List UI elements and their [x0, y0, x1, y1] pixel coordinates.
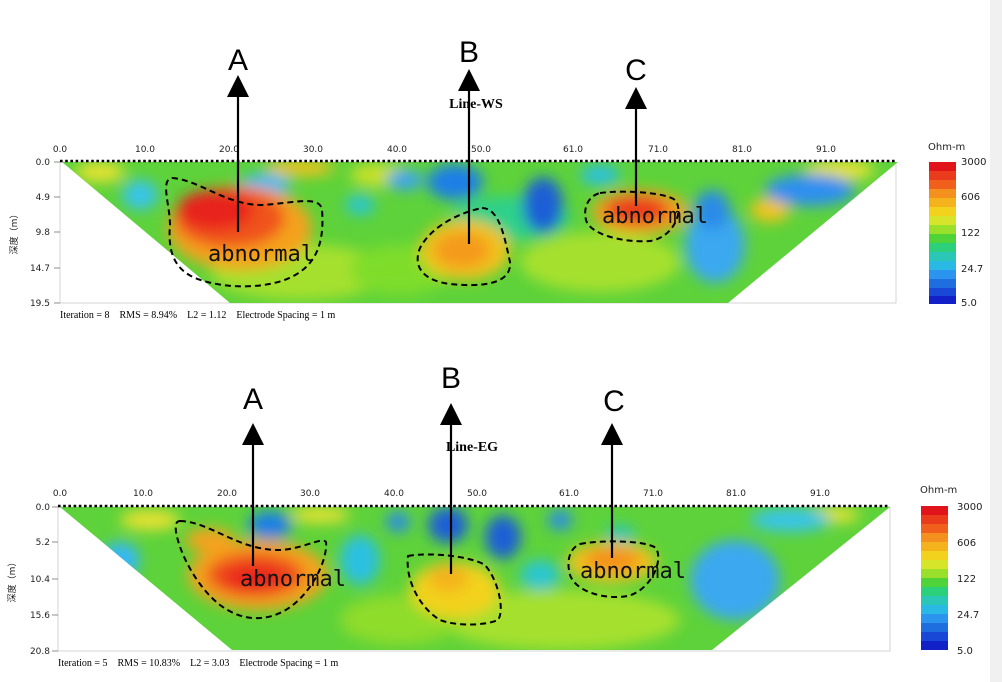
resistivity-section [62, 162, 898, 303]
inversion-stats: Iteration = 5 RMS = 10.83% L2 = 3.03 Ele… [58, 658, 339, 669]
x-axis-ticks: 0.0 10.0 20.0 30.0 40.0 50.0 61.0 71.0 8… [53, 489, 830, 499]
x-tick-label: 30.0 [303, 145, 323, 155]
y-tick-label: 0.0 [36, 158, 51, 168]
y-tick-label: 15.6 [30, 611, 50, 621]
colorbar-unit: Ohm-m [928, 142, 965, 153]
y-tick-label: 9.8 [36, 228, 51, 238]
anomaly-outline-c [567, 540, 660, 598]
y-axis-label: 深度（m） [6, 558, 18, 603]
x-tick-label: 91.0 [810, 489, 830, 499]
colorbar: Ohm-m 3000 606 122 24.7 5.0 [920, 485, 982, 657]
x-tick-label: 0.0 [53, 145, 68, 155]
anomaly-letter-b: B [441, 362, 461, 395]
colorbar-tick: 5.0 [961, 298, 977, 309]
x-tick-label: 81.0 [726, 489, 746, 499]
x-tick-label: 10.0 [133, 489, 153, 499]
colorbar: Ohm-m 3000 606 122 24.7 5.0 [928, 142, 986, 309]
x-tick-label: 50.0 [471, 145, 491, 155]
anomaly-label-c: abnormal [580, 559, 686, 584]
panel-line-eg: 0.0 10.0 20.0 30.0 40.0 50.0 61.0 71.0 8… [6, 362, 982, 669]
x-tick-label: 50.0 [467, 489, 487, 499]
anomaly-letter-a: A [243, 383, 263, 416]
colorbar-tick: 606 [961, 192, 980, 203]
colorbar-tick: 5.0 [957, 646, 973, 657]
colorbar-tick: 122 [961, 228, 980, 239]
y-tick-label: 14.7 [30, 264, 50, 274]
anomaly-letter-b: B [459, 36, 479, 69]
anomaly-letter-a: A [228, 44, 248, 77]
colorbar-tick: 3000 [961, 157, 986, 168]
y-axis-ticks: 0.0 5.2 10.4 15.6 20.8 [30, 503, 58, 657]
x-tick-label: 20.0 [219, 145, 239, 155]
y-axis-ticks: 0.0 4.9 9.8 14.7 19.5 [30, 158, 60, 309]
colorbar-tick: 122 [957, 574, 976, 585]
y-tick-label: 19.5 [30, 299, 50, 309]
x-tick-label: 91.0 [816, 145, 836, 155]
anomaly-outline-b [406, 553, 502, 626]
x-axis-ticks: 0.0 10.0 20.0 30.0 40.0 50.0 61.0 71.0 8… [53, 145, 836, 155]
anomaly-label-a: abnormal [208, 242, 314, 267]
colorbar-tick: 3000 [957, 502, 982, 513]
x-tick-label: 61.0 [563, 145, 583, 155]
inversion-stats: Iteration = 8 RMS = 8.94% L2 = 1.12 Elec… [60, 310, 336, 321]
anomaly-letter-c: C [603, 385, 625, 418]
x-tick-label: 40.0 [384, 489, 404, 499]
x-tick-label: 71.0 [643, 489, 663, 499]
anomaly-label-a: abnormal [240, 567, 346, 592]
y-tick-label: 20.8 [30, 647, 50, 657]
x-tick-label: 61.0 [559, 489, 579, 499]
y-axis-label: 深度（m） [8, 210, 20, 255]
x-tick-label: 30.0 [300, 489, 320, 499]
x-tick-label: 71.0 [648, 145, 668, 155]
colorbar-unit: Ohm-m [920, 485, 957, 496]
colorbar-tick: 24.7 [957, 610, 979, 621]
x-tick-label: 40.0 [387, 145, 407, 155]
chart-title: Line-WS [449, 97, 503, 112]
y-tick-label: 10.4 [30, 575, 50, 585]
y-tick-label: 5.2 [36, 538, 50, 548]
anomaly-label-c: abnormal [602, 204, 708, 229]
anomaly-outline-b [416, 206, 512, 287]
colorbar-tick: 606 [957, 538, 976, 549]
x-tick-label: 0.0 [53, 489, 68, 499]
chart-title: Line-EG [446, 440, 498, 455]
y-tick-label: 0.0 [36, 503, 51, 513]
x-tick-label: 10.0 [135, 145, 155, 155]
panel-line-ws: 0.0 10.0 20.0 30.0 40.0 50.0 61.0 71.0 8… [8, 36, 986, 321]
anomaly-outline-c [584, 190, 680, 243]
resistivity-section [60, 507, 890, 650]
x-tick-label: 81.0 [732, 145, 752, 155]
colorbar-tick: 24.7 [961, 264, 983, 275]
anomaly-outline-a [174, 519, 328, 620]
scrollbar-track[interactable] [990, 0, 1002, 682]
y-tick-label: 4.9 [36, 193, 51, 203]
anomaly-letter-c: C [625, 54, 647, 87]
x-tick-label: 20.0 [217, 489, 237, 499]
